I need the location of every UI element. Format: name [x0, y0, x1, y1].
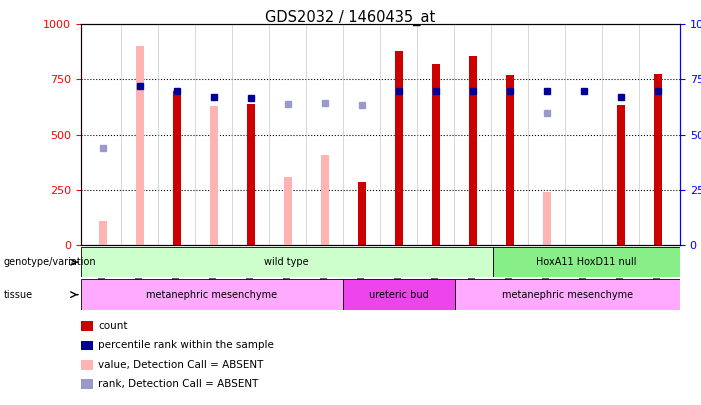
Text: rank, Detection Call = ABSENT: rank, Detection Call = ABSENT [98, 379, 259, 389]
Text: percentile rank within the sample: percentile rank within the sample [98, 341, 274, 350]
Bar [455, 279, 680, 310]
Text: metanephric mesenchyme: metanephric mesenchyme [502, 290, 633, 300]
Bar [210, 106, 218, 245]
Text: GDS2032 / 1460435_at: GDS2032 / 1460435_at [266, 10, 435, 26]
Text: wild type: wild type [264, 257, 309, 267]
Bar [136, 46, 144, 245]
Bar [395, 51, 403, 245]
Bar [81, 279, 343, 310]
Bar [432, 64, 440, 245]
Bar [358, 182, 366, 245]
Bar [321, 155, 329, 245]
Bar [81, 247, 493, 277]
Text: tissue: tissue [4, 290, 33, 300]
Bar [543, 192, 551, 245]
Text: ureteric bud: ureteric bud [369, 290, 429, 300]
Text: count: count [98, 321, 128, 331]
Bar [505, 75, 514, 245]
Bar [493, 247, 680, 277]
Bar [654, 74, 662, 245]
Bar [172, 90, 181, 245]
Bar [617, 105, 625, 245]
Bar [469, 56, 477, 245]
Bar [284, 177, 292, 245]
Bar [99, 221, 107, 245]
Text: metanephric mesenchyme: metanephric mesenchyme [147, 290, 278, 300]
Bar [247, 104, 255, 245]
Text: value, Detection Call = ABSENT: value, Detection Call = ABSENT [98, 360, 264, 370]
Bar [343, 279, 455, 310]
Text: HoxA11 HoxD11 null: HoxA11 HoxD11 null [536, 257, 637, 267]
Text: genotype/variation: genotype/variation [4, 257, 96, 267]
